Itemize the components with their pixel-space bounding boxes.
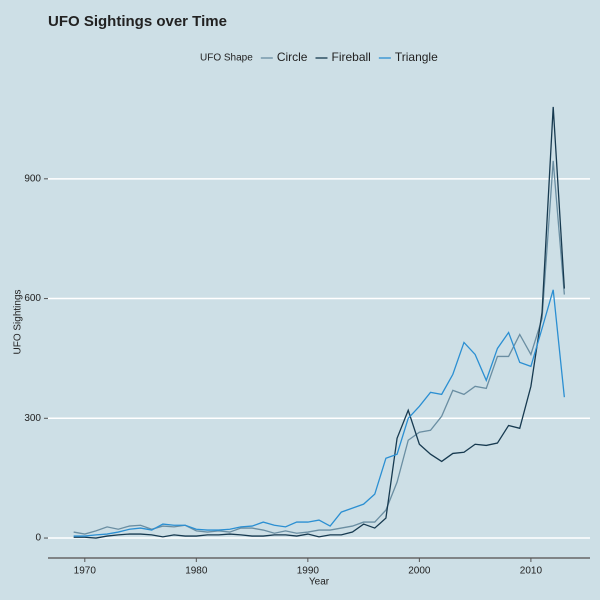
y-tick-label: 900	[24, 173, 41, 184]
x-tick-label: 2000	[408, 566, 431, 577]
y-axis-label: UFO Sightings	[13, 289, 24, 354]
series-line	[73, 106, 565, 539]
x-tick-label: 1990	[297, 566, 320, 577]
series-line	[73, 289, 565, 537]
y-tick-label: 600	[24, 293, 41, 304]
x-tick-label: 1980	[185, 566, 208, 577]
chart-title: UFO Sightings over Time	[48, 13, 227, 30]
y-tick-label: 0	[35, 533, 41, 544]
x-tick-label: 2010	[520, 566, 543, 577]
legend: UFO Shape Circle Fireball Triangle	[200, 50, 438, 64]
x-tick-label: 1970	[74, 566, 97, 577]
y-tick-label: 300	[24, 413, 41, 424]
x-axis-label: Year	[309, 577, 330, 588]
legend-label: Circle	[277, 50, 308, 64]
legend-title: UFO Shape	[200, 53, 253, 64]
legend-label: Triangle	[395, 50, 438, 64]
legend-label: Fireball	[331, 50, 370, 64]
